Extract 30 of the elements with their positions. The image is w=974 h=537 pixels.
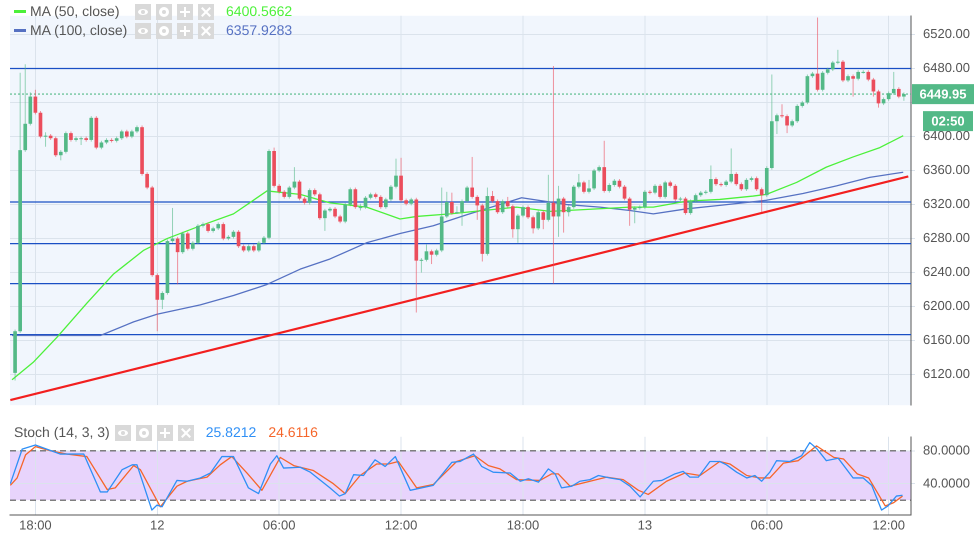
chart-title: Stoch (14, 3, 3) <box>14 423 110 442</box>
y-tick-label: 80.0000 <box>923 442 970 458</box>
annotation: 6400.5662 <box>226 2 292 21</box>
x-tick-label: 18:00 <box>19 517 52 532</box>
y-tick-label: 6320.00 <box>923 196 970 212</box>
y-tick-label: 6480.00 <box>923 60 970 76</box>
y-tick-label: 6240.00 <box>923 264 970 280</box>
y-tick-label: 6200.00 <box>923 298 970 314</box>
y-tick-label: 40.0000 <box>923 475 970 490</box>
y-tick-label: 6120.00 <box>923 366 970 382</box>
ref-line-label: 6449.95 <box>920 86 966 102</box>
x-tick-label: 06:00 <box>262 517 296 532</box>
x-tick-label: 12:00 <box>384 517 418 532</box>
legend-label: MA (100, close) <box>30 21 128 40</box>
y-tick-label: 6520.00 <box>923 26 970 42</box>
y-tick-label: 6280.00 <box>923 230 970 246</box>
annotation: 6357.9283 <box>226 21 292 40</box>
x-tick-label: 12 <box>150 517 165 532</box>
annotation: 25.8212 <box>206 423 256 442</box>
x-tick-label: 18:00 <box>506 517 540 532</box>
x-tick-label: 06:00 <box>750 517 784 532</box>
candlestick <box>455 206 459 214</box>
y-tick-label: 6160.00 <box>923 332 970 348</box>
x-tick-label: 13 <box>638 517 652 532</box>
annotation: 24.6116 <box>268 423 318 442</box>
y-tick-label: 6400.00 <box>923 128 970 144</box>
legend-label: MA (50, close) <box>30 2 120 21</box>
x-tick-label: 12:00 <box>872 517 905 532</box>
y-tick-label: 6360.00 <box>923 162 970 178</box>
text: 02:50 <box>931 114 965 129</box>
